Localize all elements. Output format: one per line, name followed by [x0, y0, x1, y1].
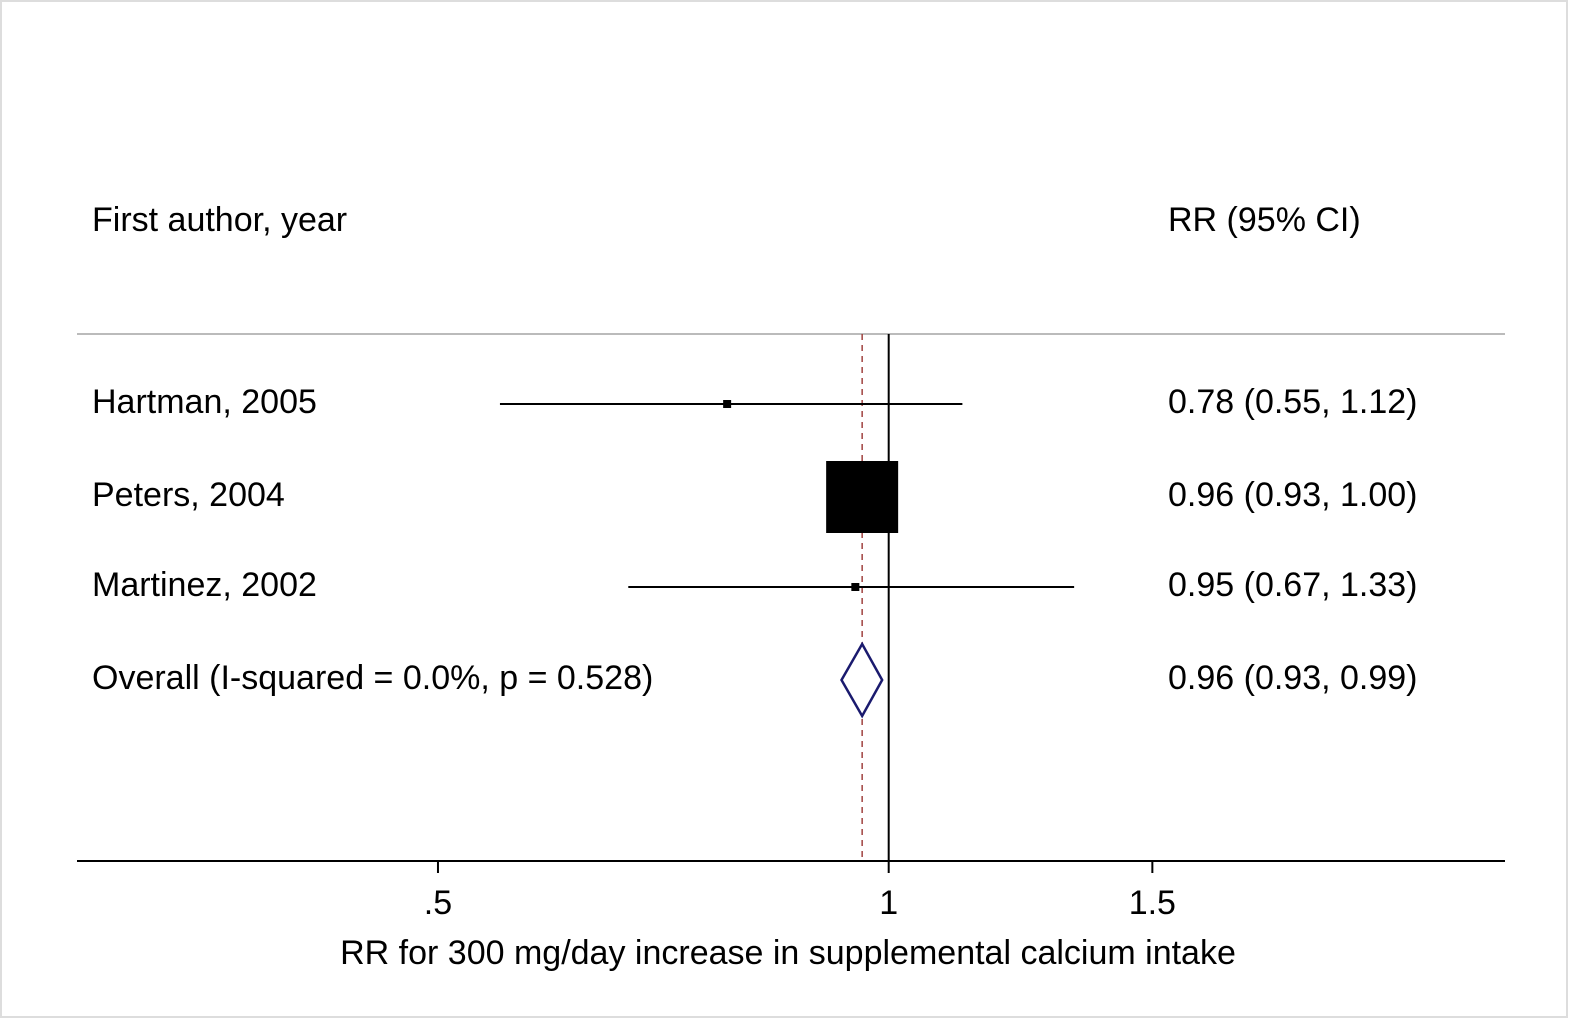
value-label: 0.78 (0.55, 1.12) — [1168, 383, 1418, 421]
study-box — [826, 461, 899, 533]
column-header: RR (95% CI) — [1168, 201, 1361, 239]
study-label: Martinez, 2002 — [92, 566, 317, 604]
study-label: Peters, 2004 — [92, 476, 285, 514]
overall-diamond — [840, 641, 884, 719]
x-tick-label: .5 — [424, 884, 452, 922]
value-label: 0.96 (0.93, 1.00) — [1168, 476, 1418, 514]
x-axis-label: RR for 300 mg/day increase in supplement… — [340, 934, 1236, 972]
overall-value-label: 0.96 (0.93, 0.99) — [1168, 659, 1418, 697]
study-label: Hartman, 2005 — [92, 383, 317, 421]
x-tick-label: 1.5 — [1129, 884, 1176, 922]
study-box — [723, 400, 732, 408]
study-box — [851, 583, 860, 591]
value-label: 0.95 (0.67, 1.33) — [1168, 566, 1418, 604]
x-tick-label: 1 — [879, 884, 898, 922]
column-header: First author, year — [92, 201, 347, 239]
overall-label: Overall (I-squared = 0.0%, p = 0.528) — [92, 659, 653, 697]
